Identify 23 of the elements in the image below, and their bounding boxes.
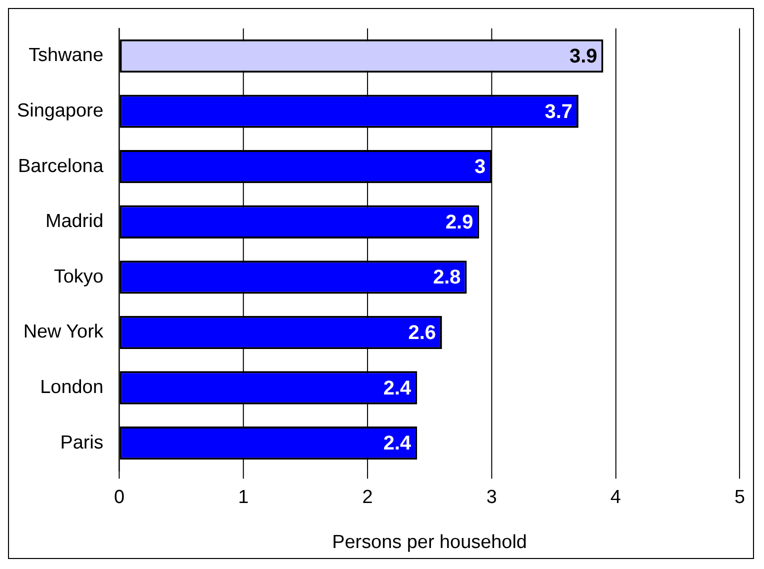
- x-axis-title: Persons per household: [332, 532, 527, 553]
- y-tick-label: Madrid: [45, 211, 104, 232]
- data-label: 2.8: [433, 266, 461, 289]
- y-tick-label: New York: [23, 322, 104, 343]
- x-tick-label: 4: [610, 487, 621, 508]
- x-tick-label: 5: [734, 487, 746, 508]
- x-tick-label: 2: [362, 487, 373, 508]
- x-tick-label: 0: [114, 487, 125, 508]
- data-label: 3.7: [544, 100, 572, 123]
- data-label: 2.9: [445, 211, 474, 234]
- data-label: 3.9: [570, 45, 598, 68]
- y-tick-label: Barcelona: [18, 156, 104, 177]
- data-label: 3: [474, 156, 486, 178]
- y-tick-label: Tokyo: [54, 266, 104, 288]
- data-label: 2.4: [383, 377, 412, 400]
- y-tick-label: Tshwane: [28, 45, 104, 66]
- x-tick-label: 3: [486, 487, 497, 508]
- data-label: 2.6: [408, 322, 436, 344]
- x-tick-label: 1: [238, 487, 249, 508]
- y-tick-label: Singapore: [16, 100, 104, 122]
- data-label: 2.4: [383, 432, 412, 455]
- y-tick-label: Paris: [60, 432, 104, 454]
- y-tick-label: London: [40, 376, 104, 398]
